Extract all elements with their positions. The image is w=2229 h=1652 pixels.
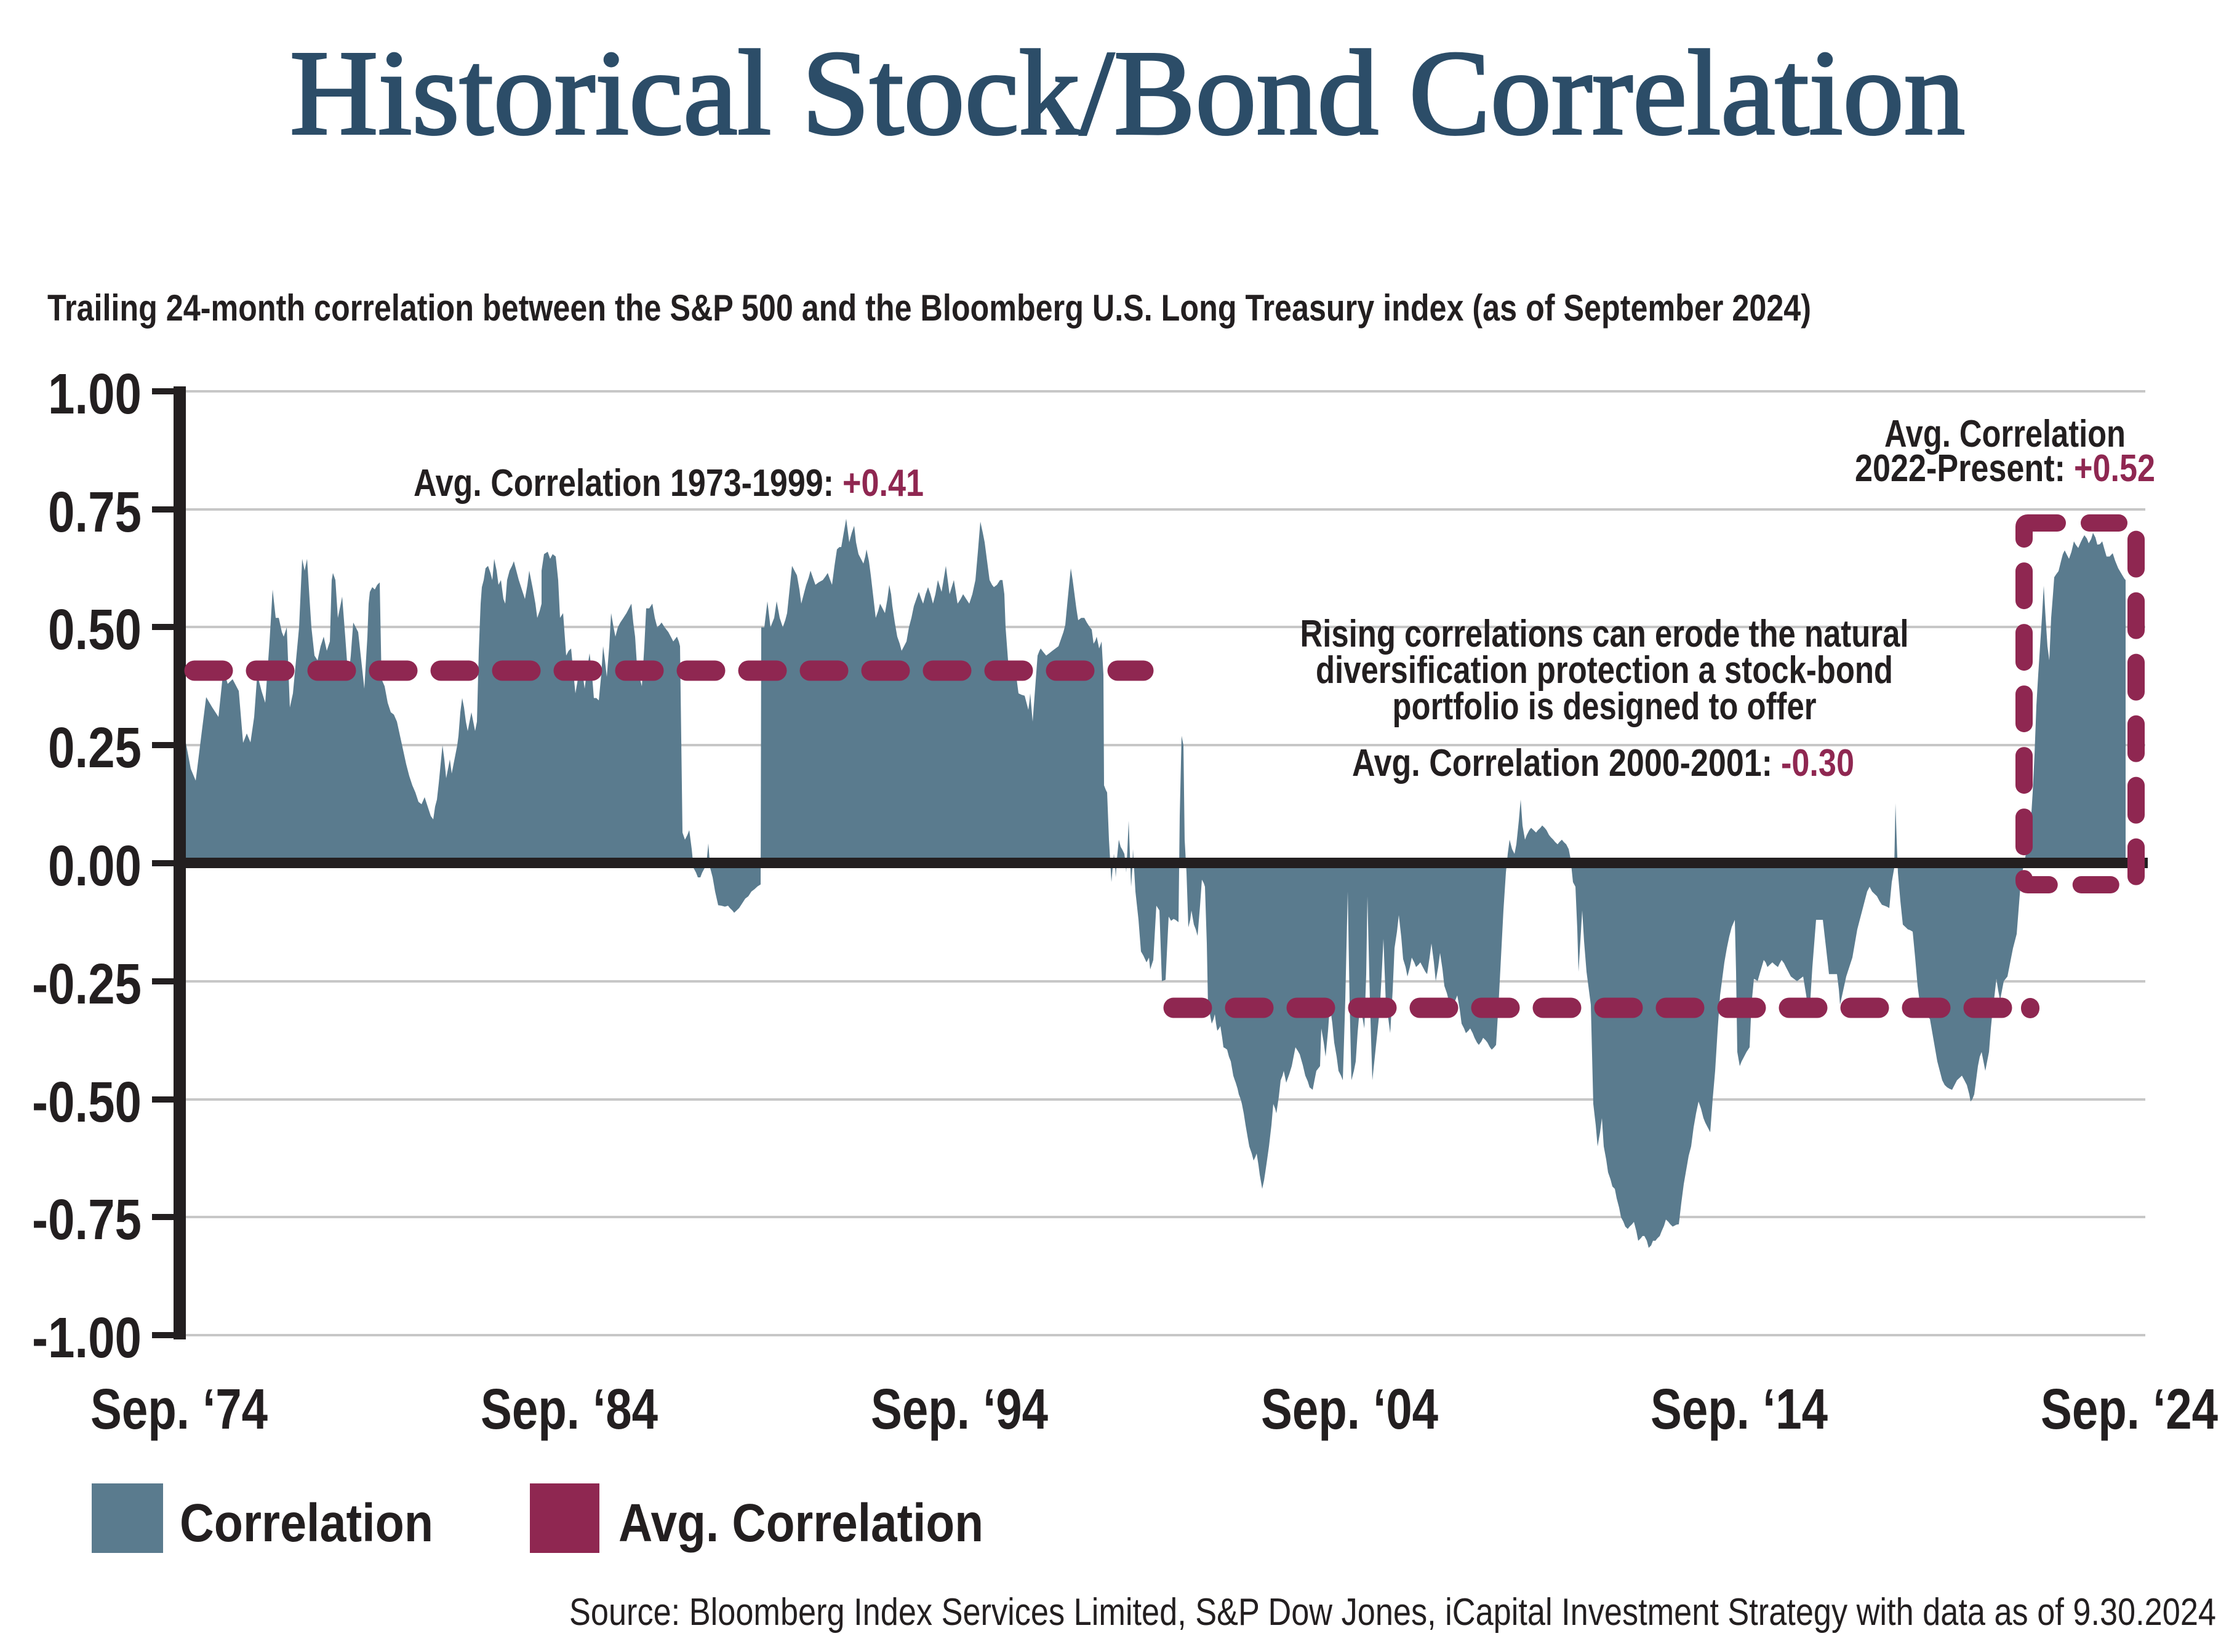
svg-text:Source: Bloomberg Index Servic: Source: Bloomberg Index Services Limited… [569, 1591, 2216, 1634]
svg-text:Correlation: Correlation [180, 1493, 433, 1553]
svg-text:Avg. Correlation: Avg. Correlation [618, 1493, 983, 1553]
svg-text:Sep. ‘14: Sep. ‘14 [1651, 1377, 1828, 1441]
svg-text:Sep. ‘04: Sep. ‘04 [1261, 1377, 1438, 1441]
svg-text:Sep. ‘74: Sep. ‘74 [90, 1377, 268, 1441]
svg-text:-1.00: -1.00 [32, 1306, 142, 1370]
svg-text:0.75: 0.75 [48, 480, 142, 544]
svg-text:0.25: 0.25 [48, 716, 142, 780]
svg-text:-0.50: -0.50 [32, 1070, 142, 1134]
svg-text:Historical Stock/Bond Correlat: Historical Stock/Bond Correlation [290, 25, 1965, 160]
svg-text:0.00: 0.00 [48, 834, 142, 898]
svg-text:Sep. ‘24: Sep. ‘24 [2041, 1377, 2218, 1441]
svg-text:Rising correlations can erode: Rising correlations can erode the natura… [1300, 613, 1909, 655]
svg-text:+0.52: +0.52 [2074, 447, 2155, 490]
svg-text:Sep. ‘84: Sep. ‘84 [481, 1377, 658, 1441]
svg-text:portfolio is designed to offer: portfolio is designed to offer [1393, 685, 1817, 728]
svg-text:Sep. ‘94: Sep. ‘94 [871, 1377, 1048, 1441]
svg-text:Trailing 24-month correlation: Trailing 24-month correlation between th… [47, 287, 1811, 329]
svg-text:0.50: 0.50 [48, 597, 142, 661]
svg-text:Avg. Correlation 1973-1999:: Avg. Correlation 1973-1999: [414, 462, 834, 505]
svg-text:-0.25: -0.25 [32, 952, 142, 1016]
svg-text:-0.30: -0.30 [1781, 742, 1854, 784]
svg-text:1.00: 1.00 [48, 362, 142, 426]
svg-text:Avg. Correlation 2000-2001:: Avg. Correlation 2000-2001: [1352, 742, 1772, 784]
svg-text:+0.41: +0.41 [842, 462, 924, 505]
svg-text:-0.75: -0.75 [32, 1187, 142, 1251]
svg-text:diversification protection a s: diversification protection a stock-bond [1316, 649, 1893, 692]
svg-text:Avg. Correlation: Avg. Correlation [1884, 413, 2126, 455]
svg-text:2022-Present:: 2022-Present: [1855, 447, 2065, 490]
